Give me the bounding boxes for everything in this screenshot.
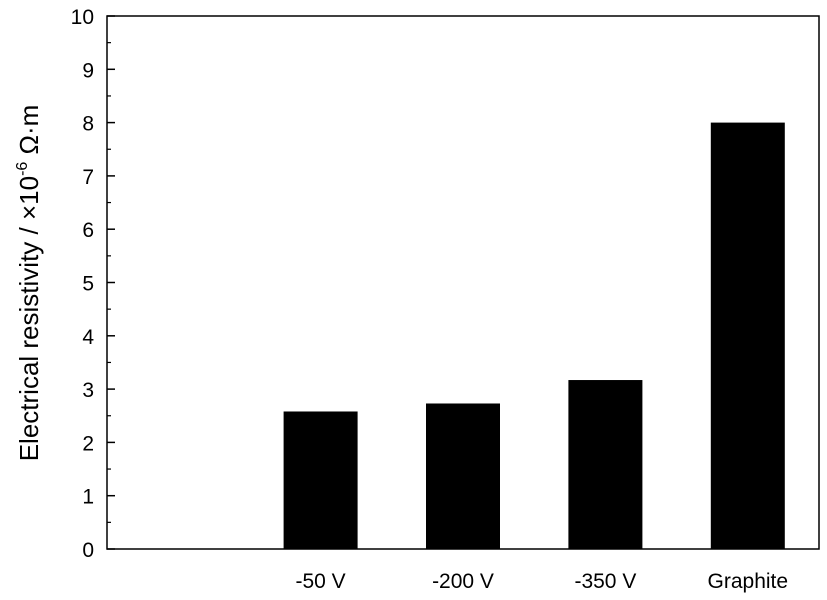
x-axis-tick-labels: -50 V -200 V -350 V Graphite	[295, 570, 788, 593]
x-tick-label: -200 V	[432, 570, 494, 593]
y-axis-title-exponent: -6	[14, 162, 31, 176]
y-axis-title: Electrical resistivity / ×10-6 Ω·m	[14, 105, 44, 462]
bar-graphite	[710, 122, 785, 549]
y-axis-title-main: Electrical resistivity / ×10	[14, 176, 44, 461]
x-tick-label: -50 V	[295, 570, 345, 593]
y-tick-label: 10	[71, 6, 94, 29]
x-tick-label: -350 V	[574, 570, 636, 593]
y-tick-label: 4	[82, 326, 94, 349]
y-tick-label: 7	[82, 166, 94, 189]
y-tick-label: 1	[82, 486, 94, 509]
y-tick-label: 6	[82, 219, 94, 242]
y-axis-ticks	[107, 15, 115, 550]
y-tick-label: 3	[82, 379, 94, 402]
y-tick-label: 0	[82, 539, 94, 562]
y-axis-title-unit: Ω·m	[14, 105, 44, 162]
y-tick-label: 2	[82, 432, 94, 455]
y-tick-label: 5	[82, 273, 94, 296]
y-tick-label: 9	[82, 59, 94, 82]
x-tick-label: Graphite	[708, 570, 789, 593]
bar-series	[283, 122, 785, 549]
y-axis-tick-labels: 0 1 2 3 4 5 6 7 8 9 10	[71, 6, 95, 562]
bar--50v	[283, 411, 358, 549]
bar--350v	[568, 380, 643, 549]
y-tick-label: 8	[82, 113, 94, 136]
bar--200v	[426, 403, 500, 549]
